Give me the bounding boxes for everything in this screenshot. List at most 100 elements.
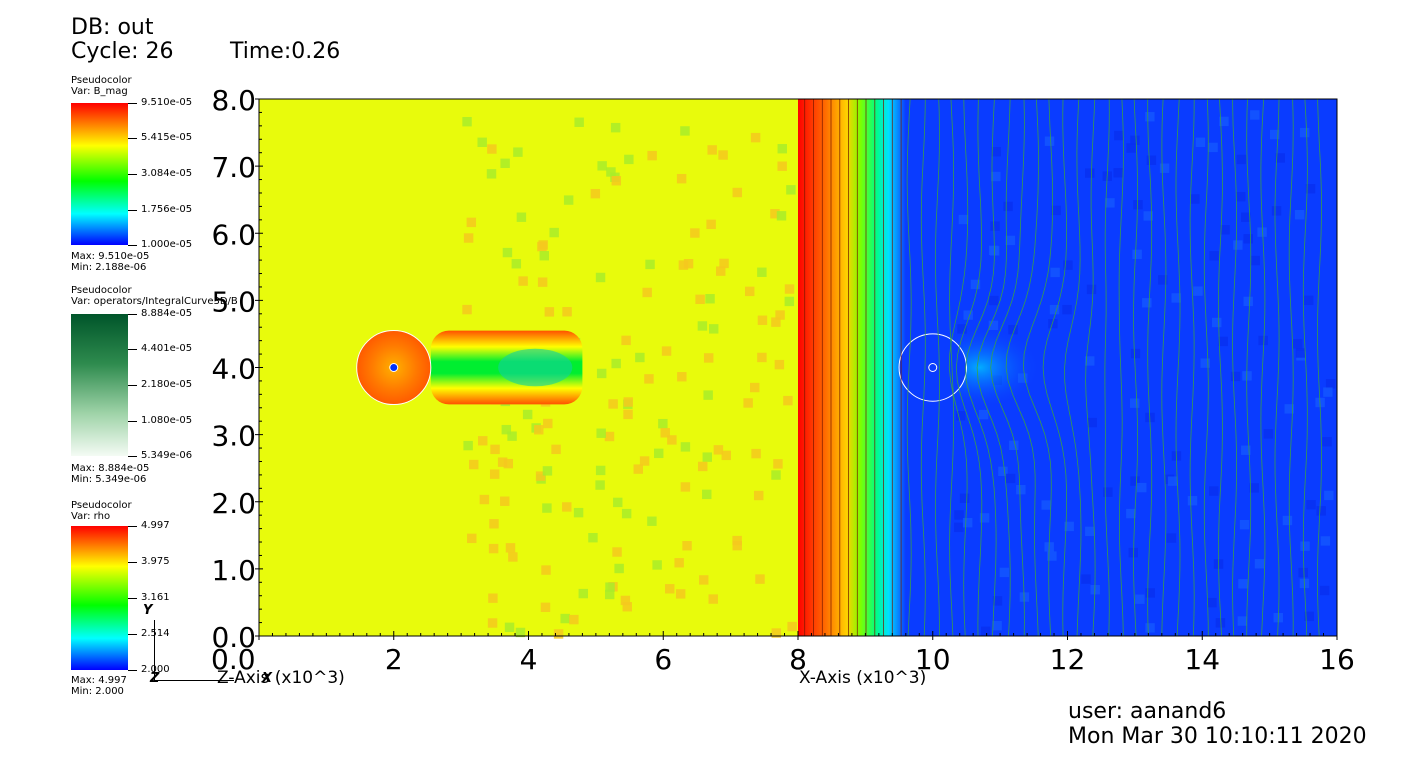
bmag-noise-cell bbox=[770, 209, 780, 219]
x-tick-label: 16 bbox=[1319, 643, 1355, 676]
legend-tick-label: 3.975 bbox=[141, 556, 170, 567]
rho-noise-cell bbox=[988, 320, 999, 331]
bmag-noise-cell bbox=[463, 440, 473, 451]
field-line bbox=[1260, 98, 1266, 637]
rho-noise-cell bbox=[1166, 533, 1177, 543]
rho-noise-cell bbox=[1187, 496, 1198, 506]
bmag-noise-cell bbox=[623, 397, 633, 407]
rho-noise-cell bbox=[1218, 336, 1228, 347]
legend-tick-label: 5.415e-05 bbox=[141, 132, 193, 143]
field-line bbox=[955, 98, 983, 637]
bmag-noise-cell bbox=[522, 409, 533, 420]
rho-density-front bbox=[798, 99, 906, 636]
bmag-noise-cell bbox=[560, 613, 570, 624]
bmag-noise-cell bbox=[595, 272, 606, 283]
rho-noise-cell bbox=[1292, 339, 1303, 349]
bmag-noise-cell bbox=[697, 461, 708, 472]
rho-noise-cell bbox=[1085, 168, 1095, 178]
bmag-noise-cell bbox=[610, 122, 621, 133]
rho-noise-cell bbox=[1130, 476, 1140, 486]
legend-title: Pseudocolor bbox=[71, 500, 132, 511]
rho-noise-cell bbox=[1133, 200, 1143, 210]
legend-max: Max: 8.884e-05 bbox=[71, 463, 150, 474]
rho-noise-cell bbox=[1249, 483, 1259, 493]
bmag-noise-cell bbox=[497, 457, 508, 467]
y-tick-label: 3.0 bbox=[211, 420, 256, 453]
x-tick-label: 8 bbox=[789, 643, 807, 676]
rho-noise-cell bbox=[999, 567, 1010, 578]
legend-tick-label: 2.180e-05 bbox=[141, 379, 193, 390]
rho-noise-cell bbox=[1050, 267, 1060, 278]
bmag-noise-cell bbox=[732, 535, 742, 546]
bmag-noise-cell bbox=[562, 307, 572, 317]
rho-noise-cell bbox=[1003, 201, 1013, 212]
rho-noise-cell bbox=[1044, 136, 1055, 146]
rho-noise-cell bbox=[1219, 116, 1229, 127]
bmag-noise-cell bbox=[773, 459, 783, 469]
bmag-noise-cell bbox=[540, 602, 551, 612]
field-line bbox=[1302, 98, 1308, 637]
rho-noise-cell bbox=[1305, 184, 1316, 194]
rho-noise-cell bbox=[1258, 335, 1268, 346]
triad-z-label: Z bbox=[150, 671, 160, 686]
field-line bbox=[1217, 98, 1223, 637]
bmag-noise-cell bbox=[707, 145, 717, 155]
bmag-noise-cell bbox=[463, 233, 474, 243]
bmag-noise-cell bbox=[534, 425, 544, 435]
field-line bbox=[1022, 98, 1053, 637]
rho-noise-cell bbox=[998, 466, 1008, 477]
bmag-noise-cell bbox=[777, 161, 787, 171]
bmag-noise-cell bbox=[647, 516, 657, 526]
rho-noise-cell bbox=[1135, 594, 1145, 604]
rho-noise-cell bbox=[1303, 295, 1314, 306]
bmag-noise-cell bbox=[680, 442, 691, 452]
rho-noise-cell bbox=[955, 411, 966, 421]
rho-noise-cell bbox=[1220, 225, 1230, 235]
bmag-noise-cell bbox=[543, 418, 553, 429]
rho-noise-cell bbox=[1300, 541, 1310, 551]
rho-noise-cell bbox=[990, 221, 1000, 231]
bmag-noise-cell bbox=[490, 444, 500, 455]
legend-var: Var: B_mag bbox=[71, 86, 128, 97]
bmag-noise-cell bbox=[588, 533, 598, 543]
bmag-noise-cell bbox=[544, 307, 555, 317]
rho-noise-cell bbox=[1271, 206, 1282, 216]
rho-noise-cell bbox=[1130, 135, 1140, 145]
bmag-noise-cell bbox=[501, 424, 512, 435]
rho-noise-cell bbox=[1167, 476, 1178, 486]
rho-noise-cell bbox=[958, 214, 969, 225]
bmag-noise-cell bbox=[757, 315, 768, 325]
legend-tick-label: 1.080e-05 bbox=[141, 415, 193, 426]
rho-noise-cell bbox=[1299, 127, 1310, 138]
rho-noise-cell bbox=[1250, 110, 1260, 120]
rho-noise-cell bbox=[1081, 574, 1091, 584]
rho-noise-cell bbox=[1295, 348, 1306, 358]
bmag-noise-cell bbox=[597, 161, 607, 171]
bmag-noise-cell bbox=[500, 496, 510, 506]
rho-noise-cell bbox=[1126, 508, 1136, 519]
bmag-noise-cell bbox=[596, 368, 607, 379]
bmag-noise-cell bbox=[753, 490, 764, 501]
field-line bbox=[1246, 98, 1252, 637]
y-tick-label: 6.0 bbox=[211, 218, 256, 251]
legend-tick-label: 9.510e-05 bbox=[141, 97, 193, 108]
rho-noise-cell bbox=[1159, 163, 1170, 173]
cycle-label: Cycle: 26 bbox=[71, 39, 174, 64]
legend-tick-label: 4.997 bbox=[141, 520, 170, 531]
rho-noise-cell bbox=[1239, 519, 1250, 530]
rho-noise-cell bbox=[1294, 210, 1305, 220]
triad-x-label: X bbox=[262, 671, 273, 686]
bmag-noise-cell bbox=[620, 595, 631, 606]
legend-tick-label: 1.756e-05 bbox=[141, 204, 193, 215]
x-axis-title: X-Axis (x10^3) bbox=[799, 668, 927, 688]
bmag-noise-cell bbox=[569, 614, 579, 625]
bmag-noise-cell bbox=[683, 259, 694, 269]
bmag-noise-cell bbox=[661, 346, 672, 356]
bmag-noise-cell bbox=[719, 258, 729, 269]
rho-noise-cell bbox=[991, 171, 1001, 182]
bmag-noise-cell bbox=[682, 541, 692, 551]
rho-noise-cell bbox=[1320, 536, 1331, 546]
rho-noise-cell bbox=[1209, 251, 1219, 261]
bmag-noise-cell bbox=[757, 267, 767, 277]
bmag-noise-cell bbox=[608, 399, 618, 409]
